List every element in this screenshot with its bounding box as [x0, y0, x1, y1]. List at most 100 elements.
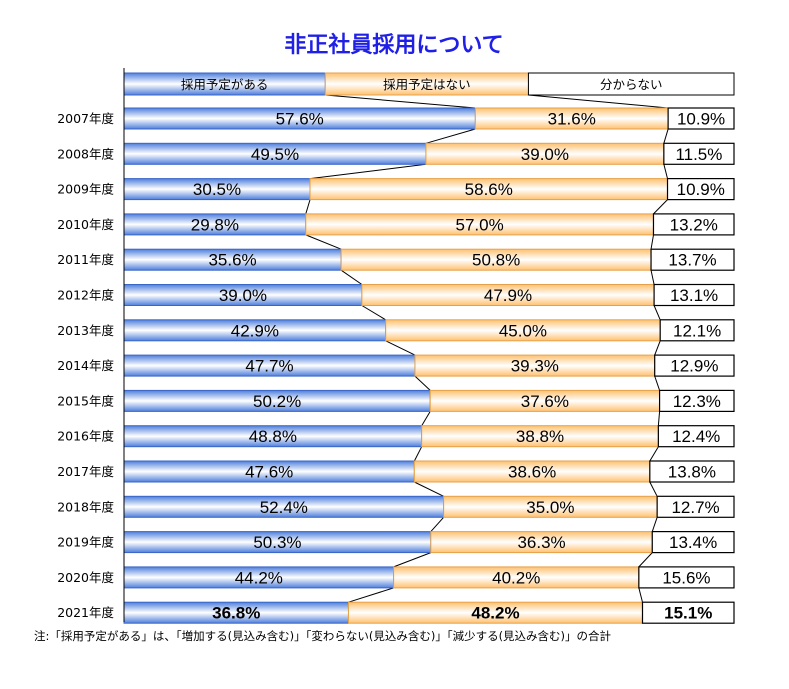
data-label-0: 52.4% — [260, 498, 308, 517]
bar-segment-2 — [638, 566, 735, 589]
bar-segment-2 — [652, 213, 735, 236]
data-label-1: 57.0% — [456, 215, 504, 234]
category-label: 2009年度 — [57, 182, 114, 197]
connector-line — [348, 587, 394, 603]
connector-line — [650, 234, 654, 250]
legend-label-2: 分からない — [600, 77, 663, 92]
connector-line — [414, 481, 444, 497]
connector-line — [413, 446, 423, 462]
data-label-0: 48.8% — [249, 427, 297, 446]
connector-line — [385, 340, 416, 356]
data-label-1: 47.9% — [484, 286, 532, 305]
data-label-0: 35.6% — [208, 251, 256, 270]
data-label-2: 13.4% — [669, 533, 717, 552]
data-label-1: 48.2% — [471, 604, 519, 623]
category-label: 2017年度 — [57, 464, 114, 479]
legend-label-0: 採用予定がある — [181, 77, 269, 92]
bar-segment-2 — [663, 142, 735, 165]
category-label: 2007年度 — [57, 111, 114, 126]
data-label-1: 36.3% — [517, 533, 565, 552]
connector-line — [638, 552, 653, 568]
connector-line — [425, 128, 476, 144]
connector-line — [305, 234, 342, 250]
data-label-0: 50.3% — [253, 533, 301, 552]
category-label: 2015年度 — [57, 393, 114, 408]
category-label: 2019年度 — [57, 535, 114, 550]
data-label-1: 40.2% — [492, 568, 540, 587]
category-label: 2021年度 — [57, 605, 114, 620]
connector-line — [305, 199, 311, 215]
data-label-0: 50.2% — [253, 392, 301, 411]
data-label-2: 10.9% — [677, 110, 725, 129]
category-label: 2010年度 — [57, 217, 114, 232]
data-label-2: 12.1% — [673, 321, 721, 340]
year-labels: 2007年度 2008年度 2009年度 2010年度 2011年度 2012年度 2013… — [57, 111, 114, 620]
data-label-1: 39.3% — [511, 357, 559, 376]
data-label-0: 39.0% — [219, 286, 267, 305]
data-label-2: 13.2% — [670, 215, 718, 234]
category-label: 2013年度 — [57, 323, 114, 338]
connector-line — [653, 305, 661, 320]
connector-line — [340, 269, 363, 285]
connector-line — [654, 340, 661, 356]
data-label-2: 15.1% — [664, 604, 712, 623]
connector-line — [650, 270, 655, 285]
data-label-0: 36.8% — [212, 604, 260, 623]
connector-line — [663, 164, 668, 179]
connector-line — [430, 516, 445, 532]
connector-lines — [305, 94, 669, 603]
connector-line — [654, 375, 661, 391]
bar-segment-2 — [653, 283, 735, 307]
connector-line — [325, 94, 476, 109]
bar-segment-2 — [657, 425, 735, 448]
data-label-2: 12.4% — [672, 427, 720, 446]
data-label-1: 38.6% — [508, 463, 556, 482]
data-label-2: 12.9% — [670, 357, 718, 376]
data-label-1: 39.0% — [521, 145, 569, 164]
bar-segment-2 — [649, 460, 735, 483]
data-label-0: 47.6% — [245, 463, 293, 482]
data-label-0: 30.5% — [193, 180, 241, 199]
legend: 採用予定がある 採用予定はない 分からない — [123, 72, 735, 96]
bar-segment-2 — [667, 107, 735, 130]
category-label: 2014年度 — [57, 358, 114, 373]
bar-segment-2 — [658, 389, 735, 412]
data-label-1: 58.6% — [465, 180, 513, 199]
connector-line — [649, 446, 659, 462]
connector-line — [393, 552, 432, 568]
data-label-0: 29.8% — [191, 215, 239, 234]
data-label-0: 57.6% — [276, 110, 324, 129]
data-label-1: 31.6% — [548, 110, 596, 129]
data-label-2: 10.9% — [677, 180, 725, 199]
connector-line — [649, 481, 658, 497]
data-label-2: 13.1% — [670, 286, 718, 305]
data-label-1: 37.6% — [521, 392, 569, 411]
data-label-2: 12.3% — [673, 392, 721, 411]
category-label: 2020年度 — [57, 570, 114, 585]
data-label-0: 44.2% — [235, 568, 283, 587]
connector-line — [361, 305, 386, 321]
connector-line — [663, 128, 669, 144]
category-label: 2011年度 — [57, 252, 114, 267]
connector-line — [653, 199, 668, 215]
connector-line — [651, 517, 658, 532]
chart-title: 非正社員採用について — [284, 32, 503, 58]
data-label-0: 47.7% — [245, 357, 293, 376]
connector-line — [421, 411, 431, 426]
data-label-0: 49.5% — [251, 145, 299, 164]
data-label-1: 45.0% — [499, 321, 547, 340]
bar-segment-2 — [651, 530, 735, 554]
data-label-2: 12.7% — [671, 498, 719, 517]
category-label: 2016年度 — [57, 429, 114, 444]
data-label-2: 13.8% — [668, 463, 716, 482]
connector-line — [414, 375, 431, 391]
data-label-2: 15.6% — [662, 568, 710, 587]
bar-segment-2 — [666, 178, 735, 201]
data-label-2: 13.7% — [668, 251, 716, 270]
bar-segment-2 — [650, 248, 735, 271]
connector-line — [309, 163, 427, 180]
footnote: 注:「採用予定がある」は、「増加する(見込み含む)」「変わらない(見込み含む)」… — [34, 629, 612, 643]
data-label-0: 42.9% — [231, 321, 279, 340]
data-label-1: 35.0% — [526, 498, 574, 517]
